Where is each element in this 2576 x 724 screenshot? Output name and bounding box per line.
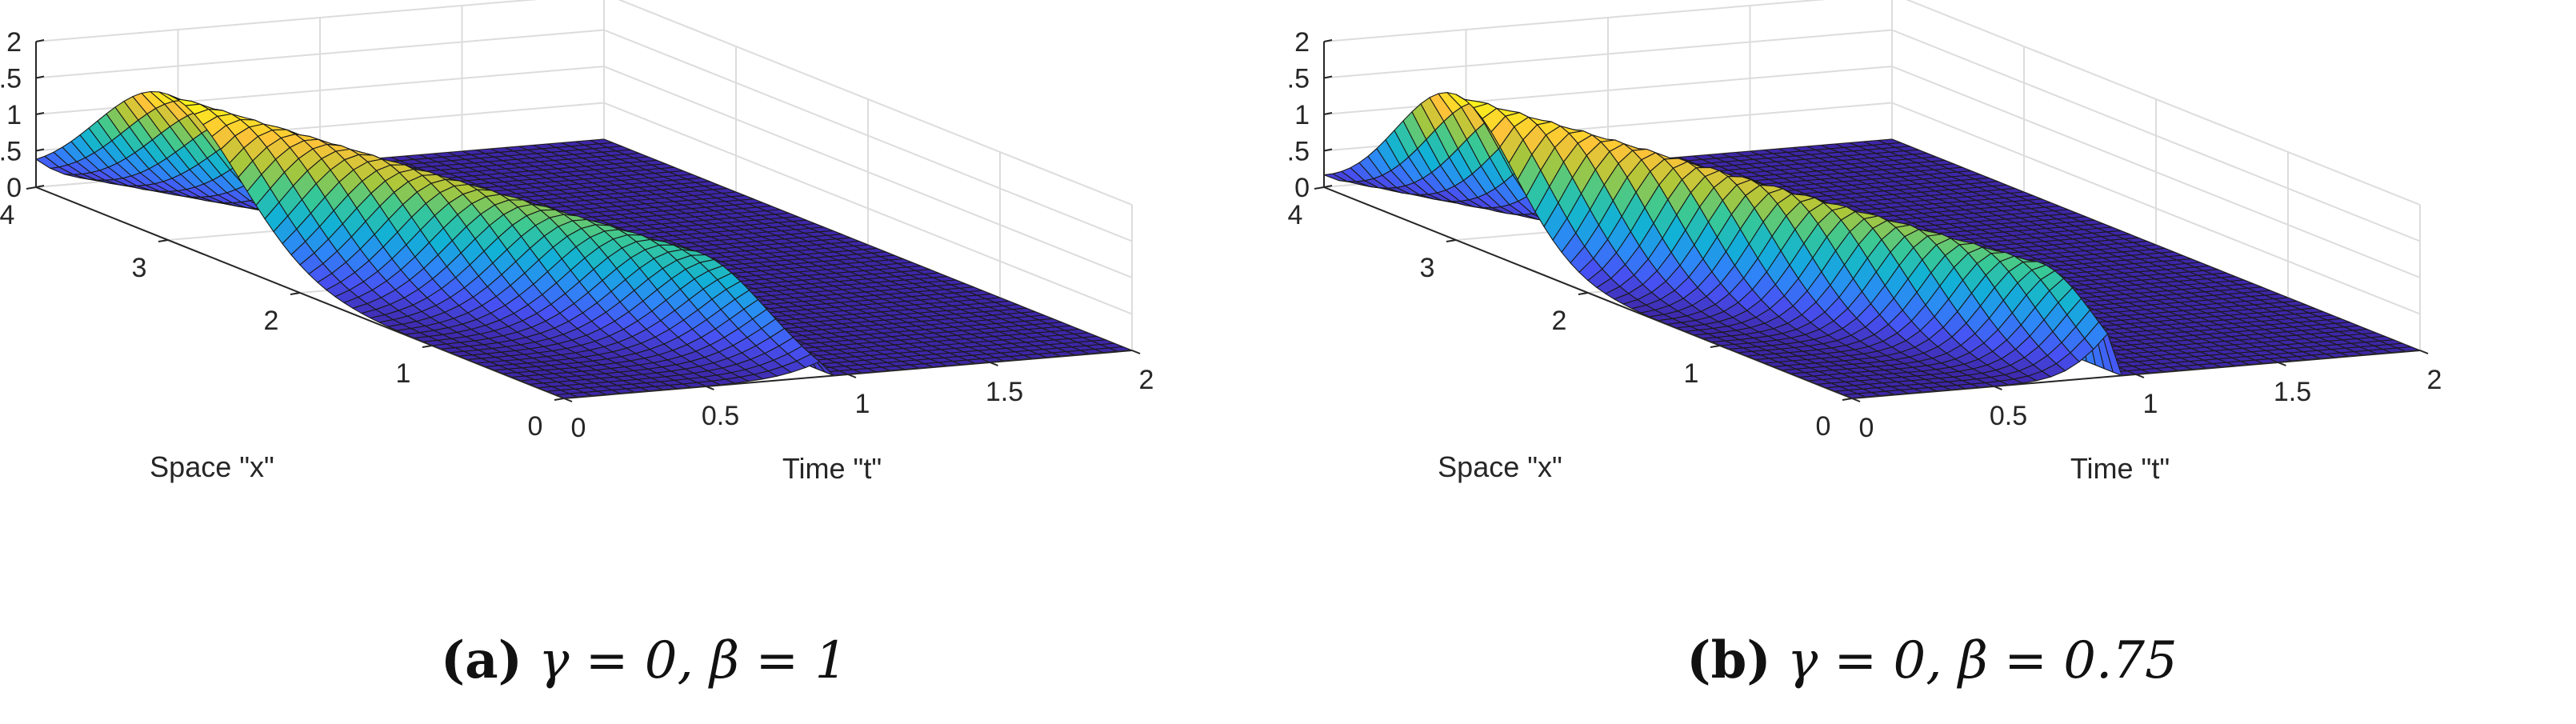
caption-b-math: γ = 0, β = 0.75	[1786, 631, 2178, 690]
x-tick-label: 4	[0, 200, 14, 230]
t-tick-mark	[563, 398, 573, 402]
surface-1	[1323, 92, 2421, 399]
x-tick-mark	[422, 345, 433, 348]
z-tick-mark	[35, 39, 45, 42]
t-tick-mark	[2135, 374, 2145, 378]
t-tick-label: 0.5	[702, 401, 739, 431]
t-axis-title: Time "t"	[782, 452, 882, 485]
grid-line	[35, 29, 605, 79]
z-tick-mark	[35, 75, 45, 79]
caption-a-tag: (a)	[440, 630, 522, 690]
z-tick-label: 1.5	[1288, 64, 1310, 94]
x-tick-mark	[1842, 398, 1853, 401]
t-tick-mark	[1994, 386, 2002, 390]
x-tick-label: 0	[1816, 411, 1831, 442]
z-tick-mark	[35, 185, 45, 188]
t-tick-mark	[2419, 350, 2429, 354]
x-axis-title: Space "x"	[150, 450, 274, 483]
grid-line	[35, 0, 538, 42]
t-tick-mark	[706, 386, 714, 390]
z-tick-mark	[1323, 185, 1333, 188]
z-tick-mark	[1323, 39, 1333, 42]
x-tick-label: 1	[1684, 358, 1699, 389]
t-tick-label: 1	[855, 389, 870, 419]
t-tick-mark	[2278, 362, 2286, 366]
z-tick-label: 0	[6, 173, 22, 203]
caption-b: (b) γ = 0, β = 0.75	[1288, 630, 2576, 690]
x-tick-mark	[1578, 292, 1589, 295]
t-axis-title: Time "t"	[2070, 452, 2170, 485]
z-tick-label: 1.5	[0, 64, 22, 94]
caption-a: (a) γ = 0, β = 1	[0, 630, 1288, 690]
t-tick-mark	[1131, 350, 1141, 354]
x-tick-mark	[554, 398, 565, 401]
z-tick-mark	[1323, 112, 1333, 115]
t-tick-label: 1.5	[986, 377, 1023, 407]
x-tick-mark	[26, 186, 37, 190]
z-tick-label: 0.5	[0, 137, 22, 167]
caption-b-tag: (b)	[1686, 630, 1771, 690]
x-tick-mark	[290, 292, 301, 295]
z-tick-label: 1	[1294, 100, 1310, 130]
x-tick-mark	[1314, 186, 1325, 190]
caption-a-math: γ = 0, β = 1	[538, 631, 848, 690]
t-tick-mark	[1851, 398, 1861, 402]
t-tick-label: 0	[1859, 413, 1874, 443]
z-tick-mark	[1323, 75, 1333, 79]
x-tick-label: 3	[132, 253, 147, 283]
z-tick-mark	[35, 148, 45, 152]
t-tick-label: 0	[571, 413, 586, 443]
z-tick-label: 2	[6, 27, 22, 58]
z-tick-label: 2	[1294, 27, 1310, 58]
t-tick-label: 1	[2143, 389, 2158, 419]
x-tick-mark	[1710, 345, 1721, 348]
grid-line	[1323, 0, 1826, 42]
surface-0	[35, 90, 1133, 399]
t-tick-label: 2	[1139, 365, 1154, 395]
x-tick-label: 3	[1420, 253, 1435, 283]
x-tick-label: 2	[1552, 306, 1567, 336]
x-tick-label: 1	[396, 358, 411, 389]
z-tick-label: 0.5	[1288, 137, 1310, 167]
x-tick-mark	[1446, 239, 1457, 242]
x-axis-title: Space "x"	[1438, 450, 1562, 483]
t-tick-mark	[847, 374, 857, 378]
z-tick-mark	[1323, 148, 1333, 152]
x-tick-mark	[158, 239, 169, 242]
z-tick-label: 0	[1294, 173, 1310, 203]
z-tick-mark	[35, 112, 45, 115]
grid-line	[1323, 29, 1893, 79]
z-tick-label: 1	[6, 100, 22, 130]
x-tick-label: 2	[264, 306, 279, 336]
t-tick-label: 2	[2427, 365, 2442, 395]
t-tick-mark	[990, 362, 998, 366]
x-tick-label: 0	[528, 411, 543, 442]
t-tick-label: 1.5	[2274, 377, 2311, 407]
x-tick-label: 4	[1288, 200, 1302, 230]
t-tick-label: 0.5	[1990, 401, 2027, 431]
